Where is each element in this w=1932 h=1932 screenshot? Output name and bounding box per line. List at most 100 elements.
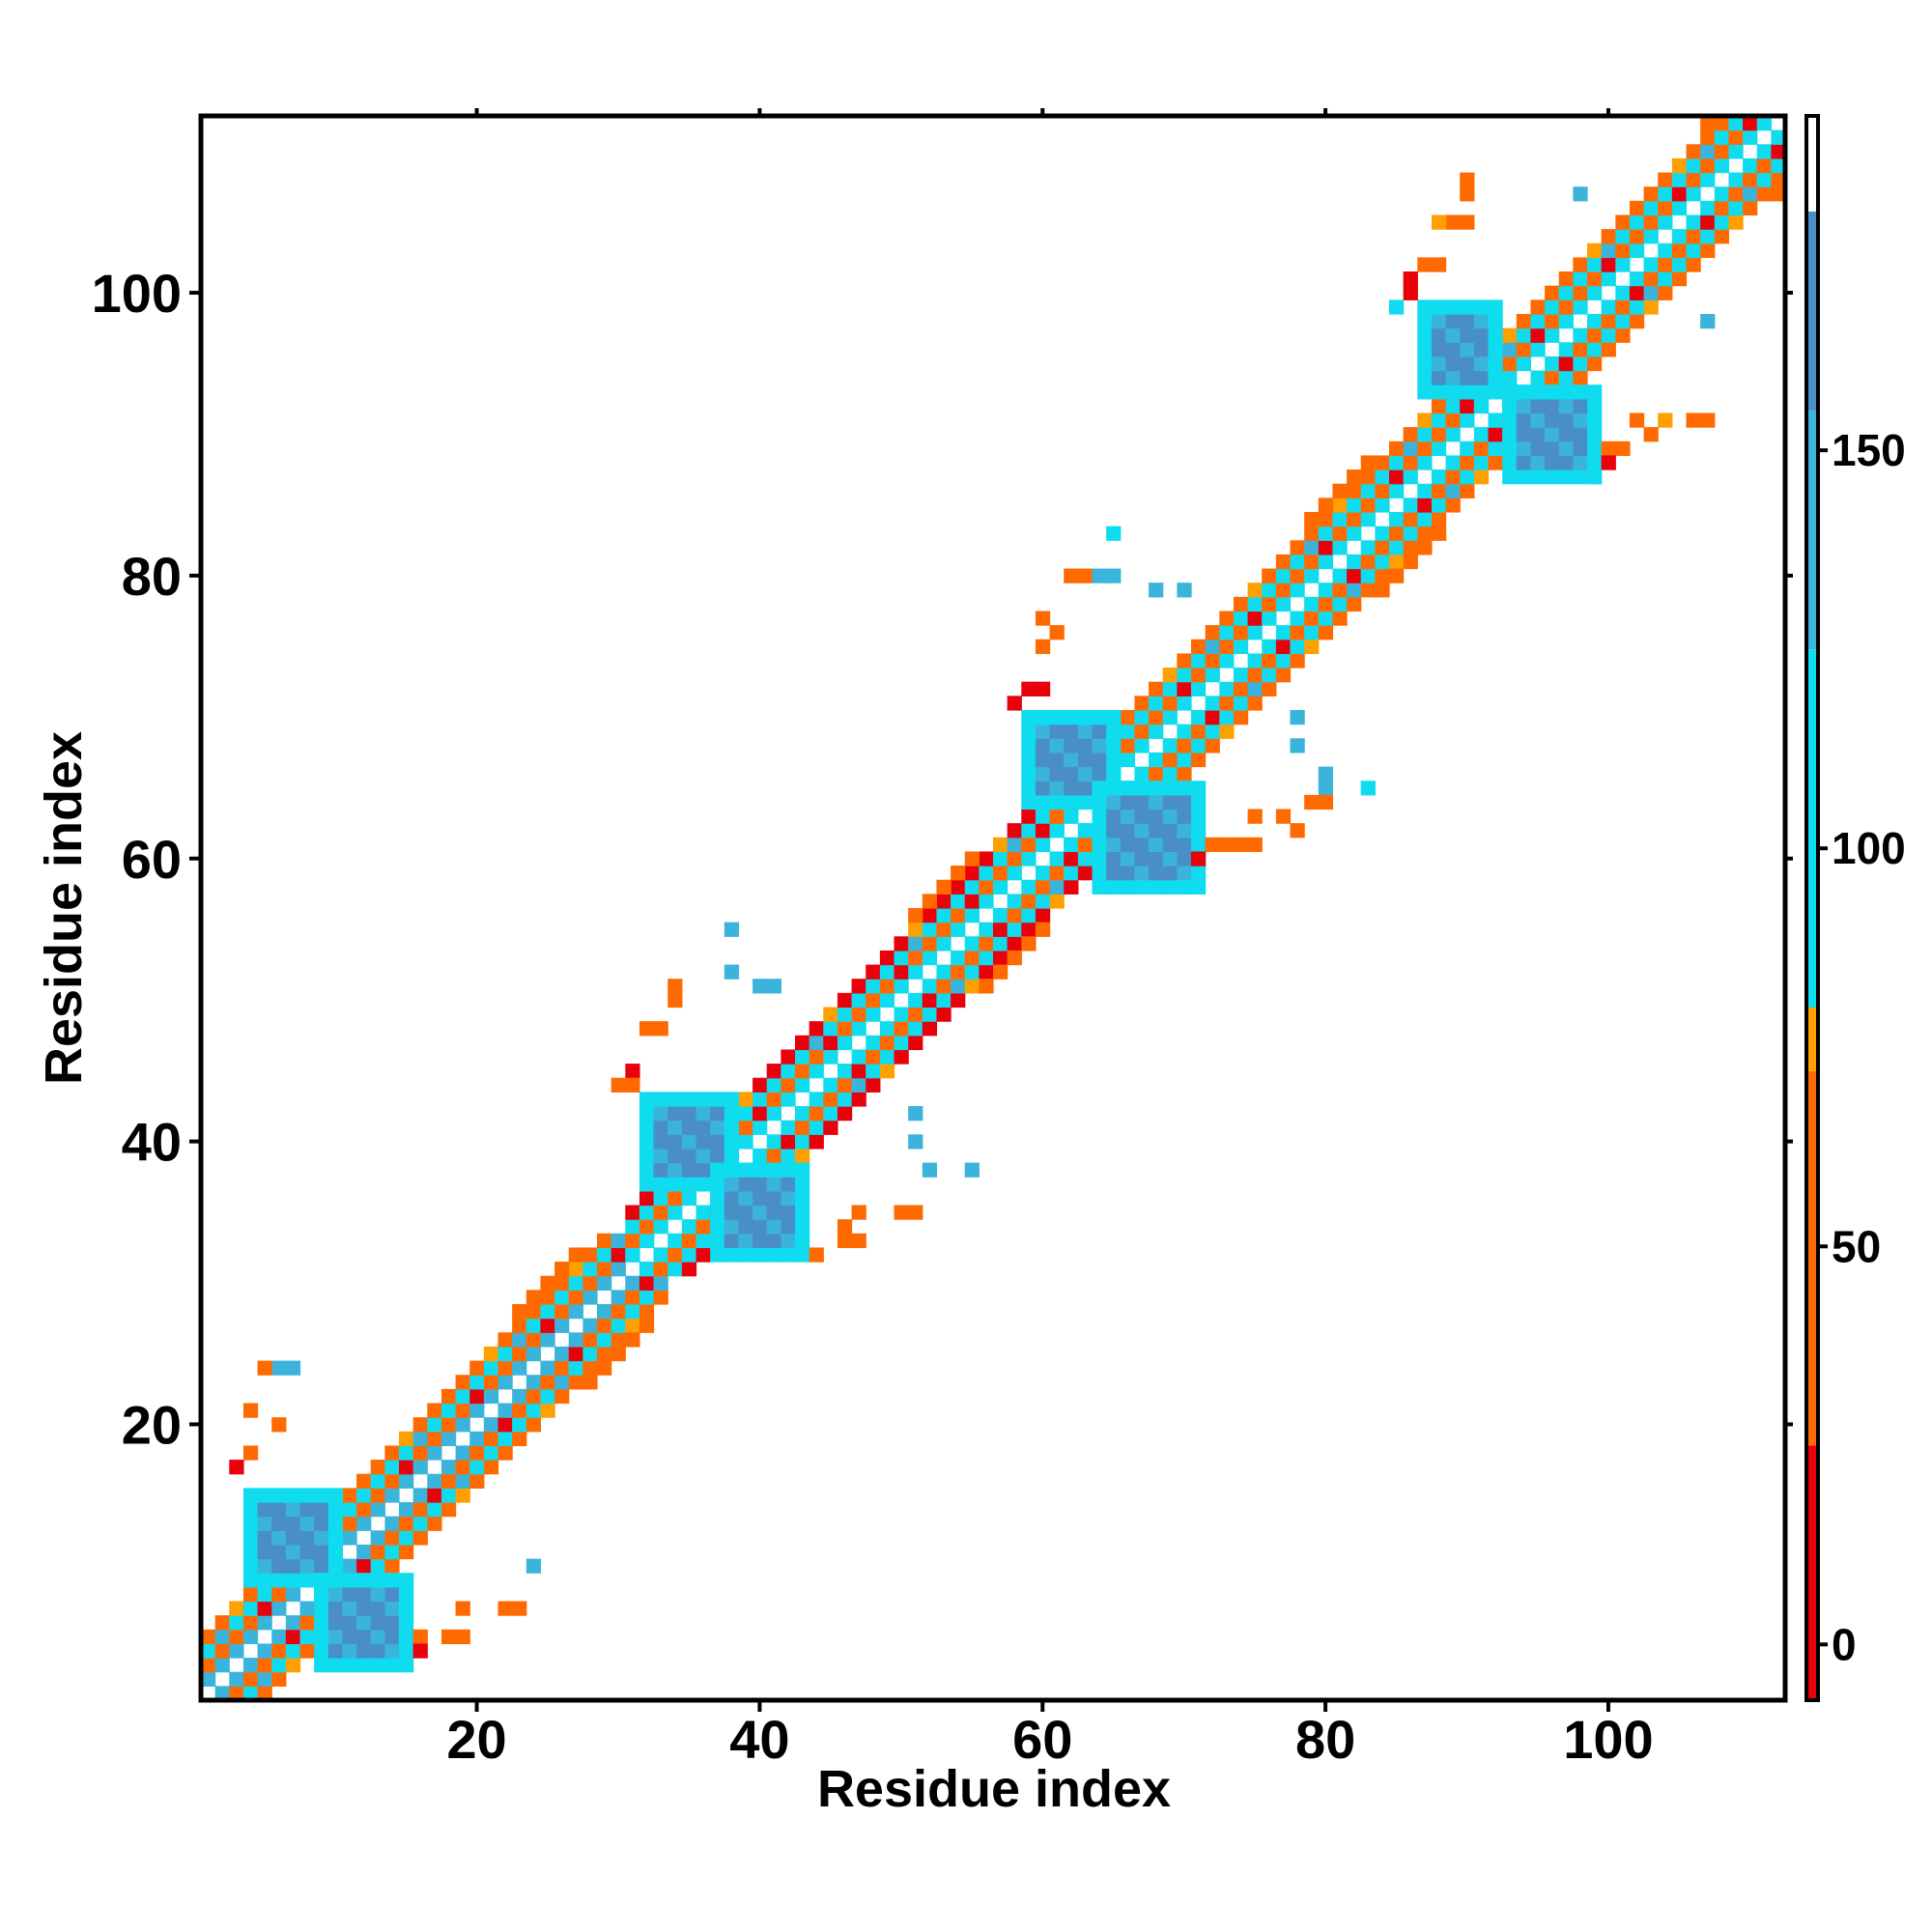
heatmap-cell <box>696 1233 711 1249</box>
heatmap-cell <box>1191 639 1207 655</box>
heatmap-cell <box>582 1375 598 1390</box>
heatmap-cell <box>356 1615 372 1631</box>
heatmap-cell <box>1106 568 1122 583</box>
heatmap-cell <box>1587 455 1603 470</box>
heatmap-cell <box>1035 879 1051 895</box>
heatmap-cell <box>781 1177 796 1192</box>
heatmap-cell <box>1177 653 1192 668</box>
heatmap-cell <box>1658 172 1673 187</box>
heatmap-cell <box>1473 455 1490 470</box>
heatmap-cell <box>1347 526 1362 541</box>
heatmap-cell <box>242 1601 259 1616</box>
heatmap-cell <box>384 1516 400 1531</box>
heatmap-cell <box>1177 866 1192 881</box>
heatmap-cell <box>1488 427 1503 442</box>
heatmap-cell <box>1743 129 1758 145</box>
heatmap-cell <box>399 1615 414 1631</box>
heatmap-cell <box>951 866 966 881</box>
heatmap-cell <box>681 1262 697 1277</box>
heatmap-cell <box>1643 285 1659 300</box>
heatmap-cell <box>1304 526 1320 541</box>
heatmap-cell <box>879 1064 895 1079</box>
heatmap-cell <box>1587 440 1603 457</box>
heatmap-cell <box>1275 809 1292 824</box>
heatmap-cell <box>1643 186 1659 202</box>
heatmap-cell <box>625 1064 640 1079</box>
heatmap-cell <box>1375 455 1390 470</box>
heatmap-cell <box>285 1643 301 1659</box>
heatmap-cell <box>327 1615 344 1631</box>
heatmap-cell <box>582 1360 598 1376</box>
heatmap-cell <box>1375 554 1390 570</box>
heatmap-cell <box>1318 611 1334 626</box>
heatmap-cell <box>327 1502 344 1518</box>
heatmap-cell <box>1021 710 1037 725</box>
heatmap-cell <box>738 1134 753 1150</box>
heatmap-cell <box>653 1247 668 1263</box>
heatmap-cell <box>1290 582 1305 598</box>
heatmap-cell <box>257 1658 272 1673</box>
heatmap-cell <box>1092 781 1107 796</box>
heatmap-cell <box>879 1035 895 1051</box>
heatmap-cell <box>1021 879 1037 895</box>
colorbar-tick-label: 100 <box>1832 823 1906 873</box>
heatmap-cell <box>710 1205 725 1220</box>
heatmap-cell <box>1092 879 1107 895</box>
heatmap-cell <box>1360 497 1376 513</box>
heatmap-cell <box>668 1262 683 1277</box>
heatmap-cell <box>229 1686 244 1701</box>
heatmap-cell <box>526 1375 542 1390</box>
heatmap-cell <box>229 1643 244 1659</box>
heatmap-cell <box>483 1346 499 1362</box>
heatmap-cell <box>1545 455 1560 470</box>
heatmap-cell <box>1417 355 1433 372</box>
heatmap-cell <box>1021 837 1037 853</box>
heatmap-cell <box>894 1205 909 1220</box>
heatmap-cell <box>1530 370 1546 385</box>
heatmap-cell <box>1445 384 1461 400</box>
heatmap-cell <box>1219 653 1235 668</box>
heatmap-cell <box>1318 582 1334 598</box>
heatmap-cell <box>1516 327 1532 343</box>
heatmap-cell <box>639 1190 655 1207</box>
heatmap-cell <box>201 1671 216 1687</box>
heatmap-cell <box>1007 851 1022 867</box>
heatmap-cell <box>257 1502 272 1518</box>
heatmap-cell <box>1629 200 1645 216</box>
heatmap-cell <box>936 979 952 994</box>
heatmap-cell <box>653 1106 668 1122</box>
heatmap-cell <box>242 1530 259 1546</box>
heatmap-cell <box>1502 412 1518 428</box>
heatmap-cell <box>766 1148 781 1164</box>
heatmap-cell <box>370 1530 385 1546</box>
plot-frame <box>198 113 1788 1703</box>
heatmap-cell <box>653 1290 668 1305</box>
heatmap-cell <box>1629 412 1645 428</box>
heatmap-cell <box>1092 766 1107 781</box>
heatmap-cell <box>1473 342 1490 357</box>
heatmap-cell <box>271 1643 287 1659</box>
heatmap-cell <box>837 1233 853 1249</box>
heatmap-cell <box>1658 200 1673 216</box>
heatmap-cell <box>1275 639 1292 655</box>
heatmap-cell <box>738 1162 753 1178</box>
heatmap-cell <box>781 1233 796 1249</box>
heatmap-cell <box>738 1233 753 1249</box>
heatmap-cell <box>1714 157 1730 174</box>
heatmap-cell <box>724 1134 740 1150</box>
heatmap-cell <box>1671 186 1688 202</box>
heatmap-cell <box>1403 440 1418 457</box>
heatmap-cell <box>1558 398 1574 414</box>
heatmap-cell <box>1573 355 1588 372</box>
heatmap-cell <box>1516 314 1532 329</box>
x-tick-label: 80 <box>1295 1709 1355 1770</box>
heatmap-cell <box>1558 427 1574 442</box>
heatmap-cell <box>201 1629 216 1645</box>
heatmap-cell <box>1077 823 1094 838</box>
heatmap-cell <box>512 1332 527 1348</box>
heatmap-cell <box>1375 526 1390 541</box>
heatmap-cell <box>964 979 980 994</box>
heatmap-cell <box>639 1304 655 1320</box>
heatmap-cell <box>1120 710 1136 725</box>
heatmap-cell <box>1106 866 1122 881</box>
